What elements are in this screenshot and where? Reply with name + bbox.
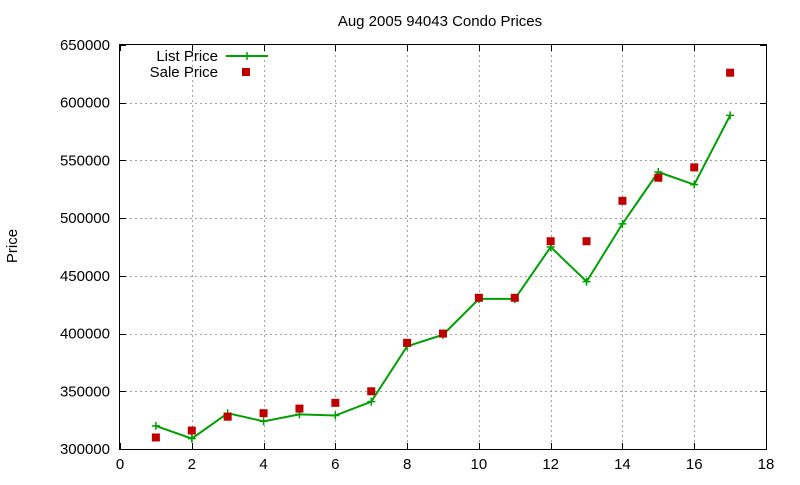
- y-axis-label: Price: [4, 229, 21, 263]
- sale-price-point: [510, 293, 519, 302]
- x-tick-label: 14: [614, 456, 631, 473]
- y-tick-label: 350000: [60, 383, 110, 400]
- grid-lines: [120, 45, 766, 449]
- sale-price-point: [295, 404, 304, 413]
- sale-price-point: [582, 237, 591, 246]
- x-tick-label: 10: [471, 456, 488, 473]
- chart-title: Aug 2005 94043 Condo Prices: [338, 13, 542, 30]
- legend-label: Sale Price: [150, 64, 218, 81]
- y-tick-label: 600000: [60, 95, 110, 112]
- sale-price-point: [546, 237, 555, 246]
- sale-price-point: [474, 293, 483, 302]
- x-tick-label: 12: [542, 456, 559, 473]
- series-layer: [151, 68, 735, 443]
- x-tick-label: 2: [188, 456, 196, 473]
- list-price-point: [259, 417, 268, 426]
- y-tick-label: 450000: [60, 268, 110, 285]
- sale-price-point: [223, 412, 232, 421]
- y-tick-label: 650000: [60, 37, 110, 54]
- legend-swatch-square: [242, 68, 250, 76]
- sale-price-point: [331, 398, 340, 407]
- legend-swatch-cross: [243, 52, 251, 60]
- axis-ticks: 0 2 4 6 8 10 12 14 16 18 300000 350000 400000 450000 5…: [60, 37, 774, 473]
- sale-price-point: [439, 329, 447, 338]
- y-tick-label: 500000: [60, 210, 110, 227]
- sale-price-point: [403, 338, 412, 347]
- x-tick-label: 0: [116, 456, 124, 473]
- x-tick-label: 18: [758, 456, 775, 473]
- y-tick-label: 400000: [60, 326, 110, 343]
- sale-price-point: [654, 173, 663, 182]
- sale-price-point: [259, 409, 268, 418]
- legend-label: List Price: [156, 48, 218, 65]
- sale-price-point: [187, 426, 196, 435]
- y-tick-label: 300000: [60, 441, 110, 458]
- list-price-point: [367, 397, 376, 406]
- x-tick-label: 4: [259, 456, 267, 473]
- list-price-point: [331, 411, 340, 420]
- sale-price-point: [151, 433, 160, 442]
- list-price-point: [187, 434, 196, 443]
- list-price-point: [151, 421, 160, 430]
- x-tick-label: 6: [331, 456, 339, 473]
- list-price-point: [690, 180, 699, 189]
- sale-price-point: [618, 196, 627, 205]
- x-tick-label: 16: [686, 456, 703, 473]
- list-price-point: [726, 111, 735, 120]
- sale-price-point: [726, 68, 735, 77]
- x-tick-label: 8: [403, 456, 411, 473]
- list-price-point: [618, 219, 627, 228]
- sale-price-point: [690, 163, 699, 172]
- list-price-point: [582, 277, 591, 286]
- y-tick-label: 550000: [60, 152, 110, 169]
- list-price-line: [155, 114, 731, 440]
- sale-price-point: [367, 387, 376, 396]
- plot-frame: [119, 44, 767, 450]
